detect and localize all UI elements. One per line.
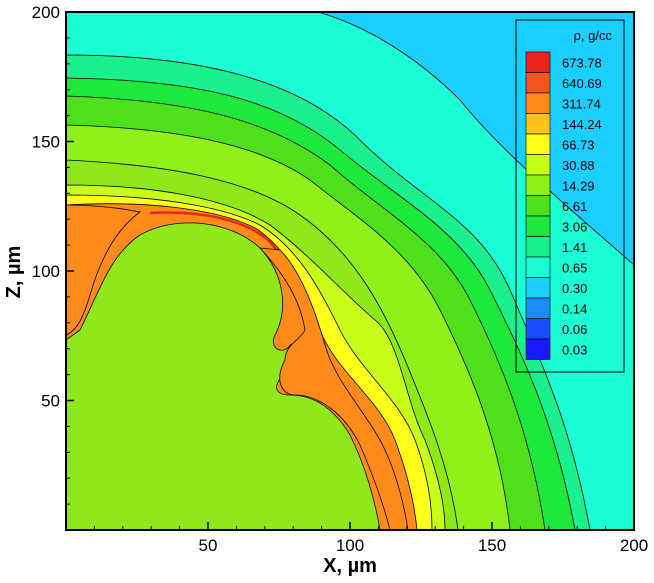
legend-box bbox=[515, 19, 625, 373]
axis-ticks bbox=[66, 11, 635, 530]
legend-swatch bbox=[525, 133, 551, 155]
legend-label: 144.24 bbox=[562, 117, 602, 132]
legend-label: 640.69 bbox=[562, 76, 602, 91]
legend-swatch bbox=[525, 72, 551, 94]
legend-label: 311.74 bbox=[562, 96, 601, 111]
legend-swatch bbox=[525, 318, 551, 340]
contour-field bbox=[66, 12, 634, 530]
legend-swatch bbox=[525, 154, 551, 176]
legend-label: 0.06 bbox=[562, 322, 587, 337]
region-0-30 bbox=[317, 12, 634, 266]
legend-swatch bbox=[525, 297, 551, 319]
legend-label: 0.03 bbox=[562, 342, 587, 357]
legend-label: 66.73 bbox=[562, 137, 595, 152]
legend: ρ, g/cc 673.78 640.69 311.74 144.24 66.73 30.… bbox=[515, 19, 625, 373]
legend-swatch bbox=[525, 256, 551, 278]
legend-title: ρ, g/cc bbox=[574, 28, 613, 43]
y-tick-label: 100 bbox=[32, 262, 60, 281]
legend-swatch bbox=[525, 236, 551, 258]
legend-swatch bbox=[525, 277, 551, 299]
x-tick-label: 50 bbox=[199, 536, 218, 555]
legend-label: 30.88 bbox=[562, 158, 595, 173]
legend-label: 6.61 bbox=[562, 199, 587, 214]
y-tick-label: 50 bbox=[41, 392, 60, 411]
axis-tick-labels: 50 100 150 200 50 100 150 200 bbox=[32, 3, 649, 555]
y-tick-label: 200 bbox=[32, 3, 60, 22]
legend-label: 0.30 bbox=[562, 281, 587, 296]
legend-label: 14.29 bbox=[562, 178, 595, 193]
legend-label: 673.78 bbox=[562, 55, 602, 70]
region-left-orange bbox=[66, 204, 141, 336]
legend-swatch bbox=[525, 51, 551, 73]
legend-swatch bbox=[525, 92, 551, 114]
legend-swatch bbox=[525, 195, 551, 217]
x-tick-label: 100 bbox=[336, 536, 364, 555]
legend-label: 0.14 bbox=[562, 301, 587, 316]
legend-label: 1.41 bbox=[562, 240, 587, 255]
x-axis-title: X, µm bbox=[323, 555, 377, 577]
y-tick-label: 150 bbox=[32, 133, 60, 152]
legend-swatch bbox=[525, 113, 551, 135]
legend-swatch bbox=[525, 338, 551, 360]
x-tick-label: 150 bbox=[478, 536, 506, 555]
legend-label: 3.06 bbox=[562, 219, 587, 234]
region-interior-green bbox=[66, 222, 381, 530]
legend-swatch bbox=[525, 215, 551, 237]
region-central-orange bbox=[258, 247, 409, 530]
legend-label: 0.65 bbox=[562, 260, 587, 275]
legend-swatch bbox=[525, 174, 551, 196]
x-tick-label: 200 bbox=[620, 536, 648, 555]
y-axis-title: Z, µm bbox=[3, 246, 25, 299]
